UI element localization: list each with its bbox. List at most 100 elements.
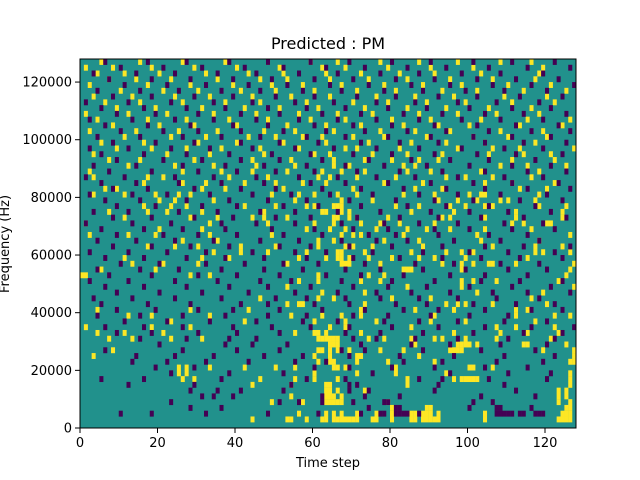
heatmap-cell-low — [390, 122, 395, 129]
heatmap-cell-high — [165, 151, 170, 158]
heatmap-cell-high — [227, 174, 232, 181]
heatmap-cell-high — [529, 174, 534, 181]
heatmap-cell-low — [498, 341, 503, 348]
heatmap-cell-high — [533, 243, 538, 250]
heatmap-cell-high — [331, 393, 336, 400]
heatmap-cell-high — [490, 243, 495, 250]
heatmap-cell-high — [564, 203, 569, 210]
heatmap-cell-high — [463, 376, 468, 383]
heatmap-cell-low — [324, 64, 329, 71]
heatmap-cell-high — [269, 231, 274, 238]
heatmap-cell-high — [355, 410, 360, 417]
heatmap-cell-high — [169, 133, 174, 140]
heatmap-cell-high — [312, 220, 317, 227]
heatmap-cell-high — [165, 208, 170, 215]
heatmap-cell-high — [572, 358, 577, 365]
heatmap-cell-low — [409, 82, 414, 88]
heatmap-cell-low — [517, 93, 522, 100]
heatmap-cell-high — [448, 226, 453, 233]
heatmap-cell-low — [467, 283, 472, 290]
heatmap-cell-high — [382, 82, 387, 88]
heatmap-cell-high — [355, 353, 360, 359]
heatmap-cell-low — [169, 99, 174, 106]
heatmap-cell-high — [331, 237, 336, 244]
heatmap-cell-high — [188, 82, 193, 88]
heatmap-cell-low — [440, 358, 445, 365]
heatmap-cell-high — [331, 220, 336, 227]
heatmap-cell-high — [471, 64, 476, 71]
heatmap-cell-high — [215, 76, 220, 83]
heatmap-cell-high — [219, 168, 224, 175]
heatmap-cell-high — [440, 87, 445, 94]
heatmap-cell-high — [343, 416, 348, 423]
heatmap-cell-high — [448, 76, 453, 83]
heatmap-cell-low — [196, 168, 201, 175]
heatmap-cell-low — [428, 59, 433, 65]
heatmap-cell-high — [145, 208, 150, 215]
heatmap-cell-high — [258, 76, 263, 83]
heatmap-cell-high — [324, 335, 329, 342]
heatmap-cell-high — [262, 151, 267, 158]
heatmap-cell-high — [459, 260, 464, 267]
heatmap-cell-low — [114, 110, 119, 117]
heatmap-cell-high — [107, 157, 112, 163]
heatmap-cell-low — [510, 226, 515, 233]
heatmap-cell-high — [556, 416, 561, 423]
heatmap-cell-low — [219, 180, 224, 186]
heatmap-cell-high — [173, 243, 178, 250]
heatmap-cell-low — [173, 295, 178, 302]
heatmap-cell-low — [83, 220, 88, 227]
heatmap-cell-low — [378, 329, 383, 336]
heatmap-cell-low — [397, 255, 402, 261]
heatmap-cell-low — [273, 93, 278, 100]
heatmap-cell-high — [359, 329, 364, 336]
heatmap-cell-high — [475, 289, 480, 296]
heatmap-cell-high — [444, 249, 449, 256]
heatmap-cell-high — [428, 116, 433, 123]
heatmap-cell-high — [432, 220, 437, 227]
heatmap-cell-high — [227, 255, 232, 261]
y-tick-label: 100000 — [22, 133, 72, 148]
heatmap-cell-high — [246, 70, 251, 77]
heatmap-cell-high — [417, 255, 422, 261]
heatmap-cell-high — [370, 197, 375, 204]
heatmap-cell-low — [471, 133, 476, 140]
heatmap-cell-low — [200, 64, 205, 71]
heatmap-cell-low — [459, 70, 464, 77]
heatmap-cell-high — [316, 335, 321, 342]
heatmap-cell-low — [134, 180, 139, 186]
heatmap-cell-high — [258, 295, 263, 302]
heatmap-cell-high — [475, 197, 480, 204]
heatmap-cell-low — [223, 226, 228, 233]
heatmap-cell-low — [347, 59, 352, 65]
heatmap-cell-low — [514, 151, 519, 158]
heatmap-cell-low — [343, 266, 348, 273]
heatmap-cell-high — [200, 255, 205, 261]
heatmap-cell-low — [165, 318, 170, 325]
heatmap-cell-high — [343, 243, 348, 250]
heatmap-cell-low — [409, 341, 414, 348]
heatmap-cell-high — [556, 329, 561, 336]
heatmap-cell-low — [498, 260, 503, 267]
heatmap-cell-low — [219, 376, 224, 383]
heatmap-cell-high — [506, 133, 511, 140]
heatmap-cell-high — [99, 266, 104, 273]
heatmap-cell-high — [510, 157, 515, 163]
heatmap-cell-low — [521, 243, 526, 250]
heatmap-cell-low — [362, 260, 367, 267]
heatmap-cell-low — [533, 347, 538, 354]
heatmap-cell-high — [91, 174, 96, 181]
heatmap-cell-high — [196, 243, 201, 250]
heatmap-cell-high — [238, 87, 243, 94]
heatmap-cell-high — [448, 203, 453, 210]
heatmap-cell-low — [552, 249, 557, 256]
x-tick-label: 60 — [304, 436, 321, 451]
heatmap-cell-low — [196, 329, 201, 336]
heatmap-cell-low — [541, 70, 546, 77]
heatmap-cell-low — [149, 168, 154, 175]
y-tick-label: 80000 — [31, 191, 72, 206]
x-axis-label: Time step — [295, 456, 360, 471]
heatmap-cell-low — [192, 214, 197, 221]
heatmap-cell-low — [366, 82, 371, 88]
heatmap-cell-low — [436, 324, 441, 331]
